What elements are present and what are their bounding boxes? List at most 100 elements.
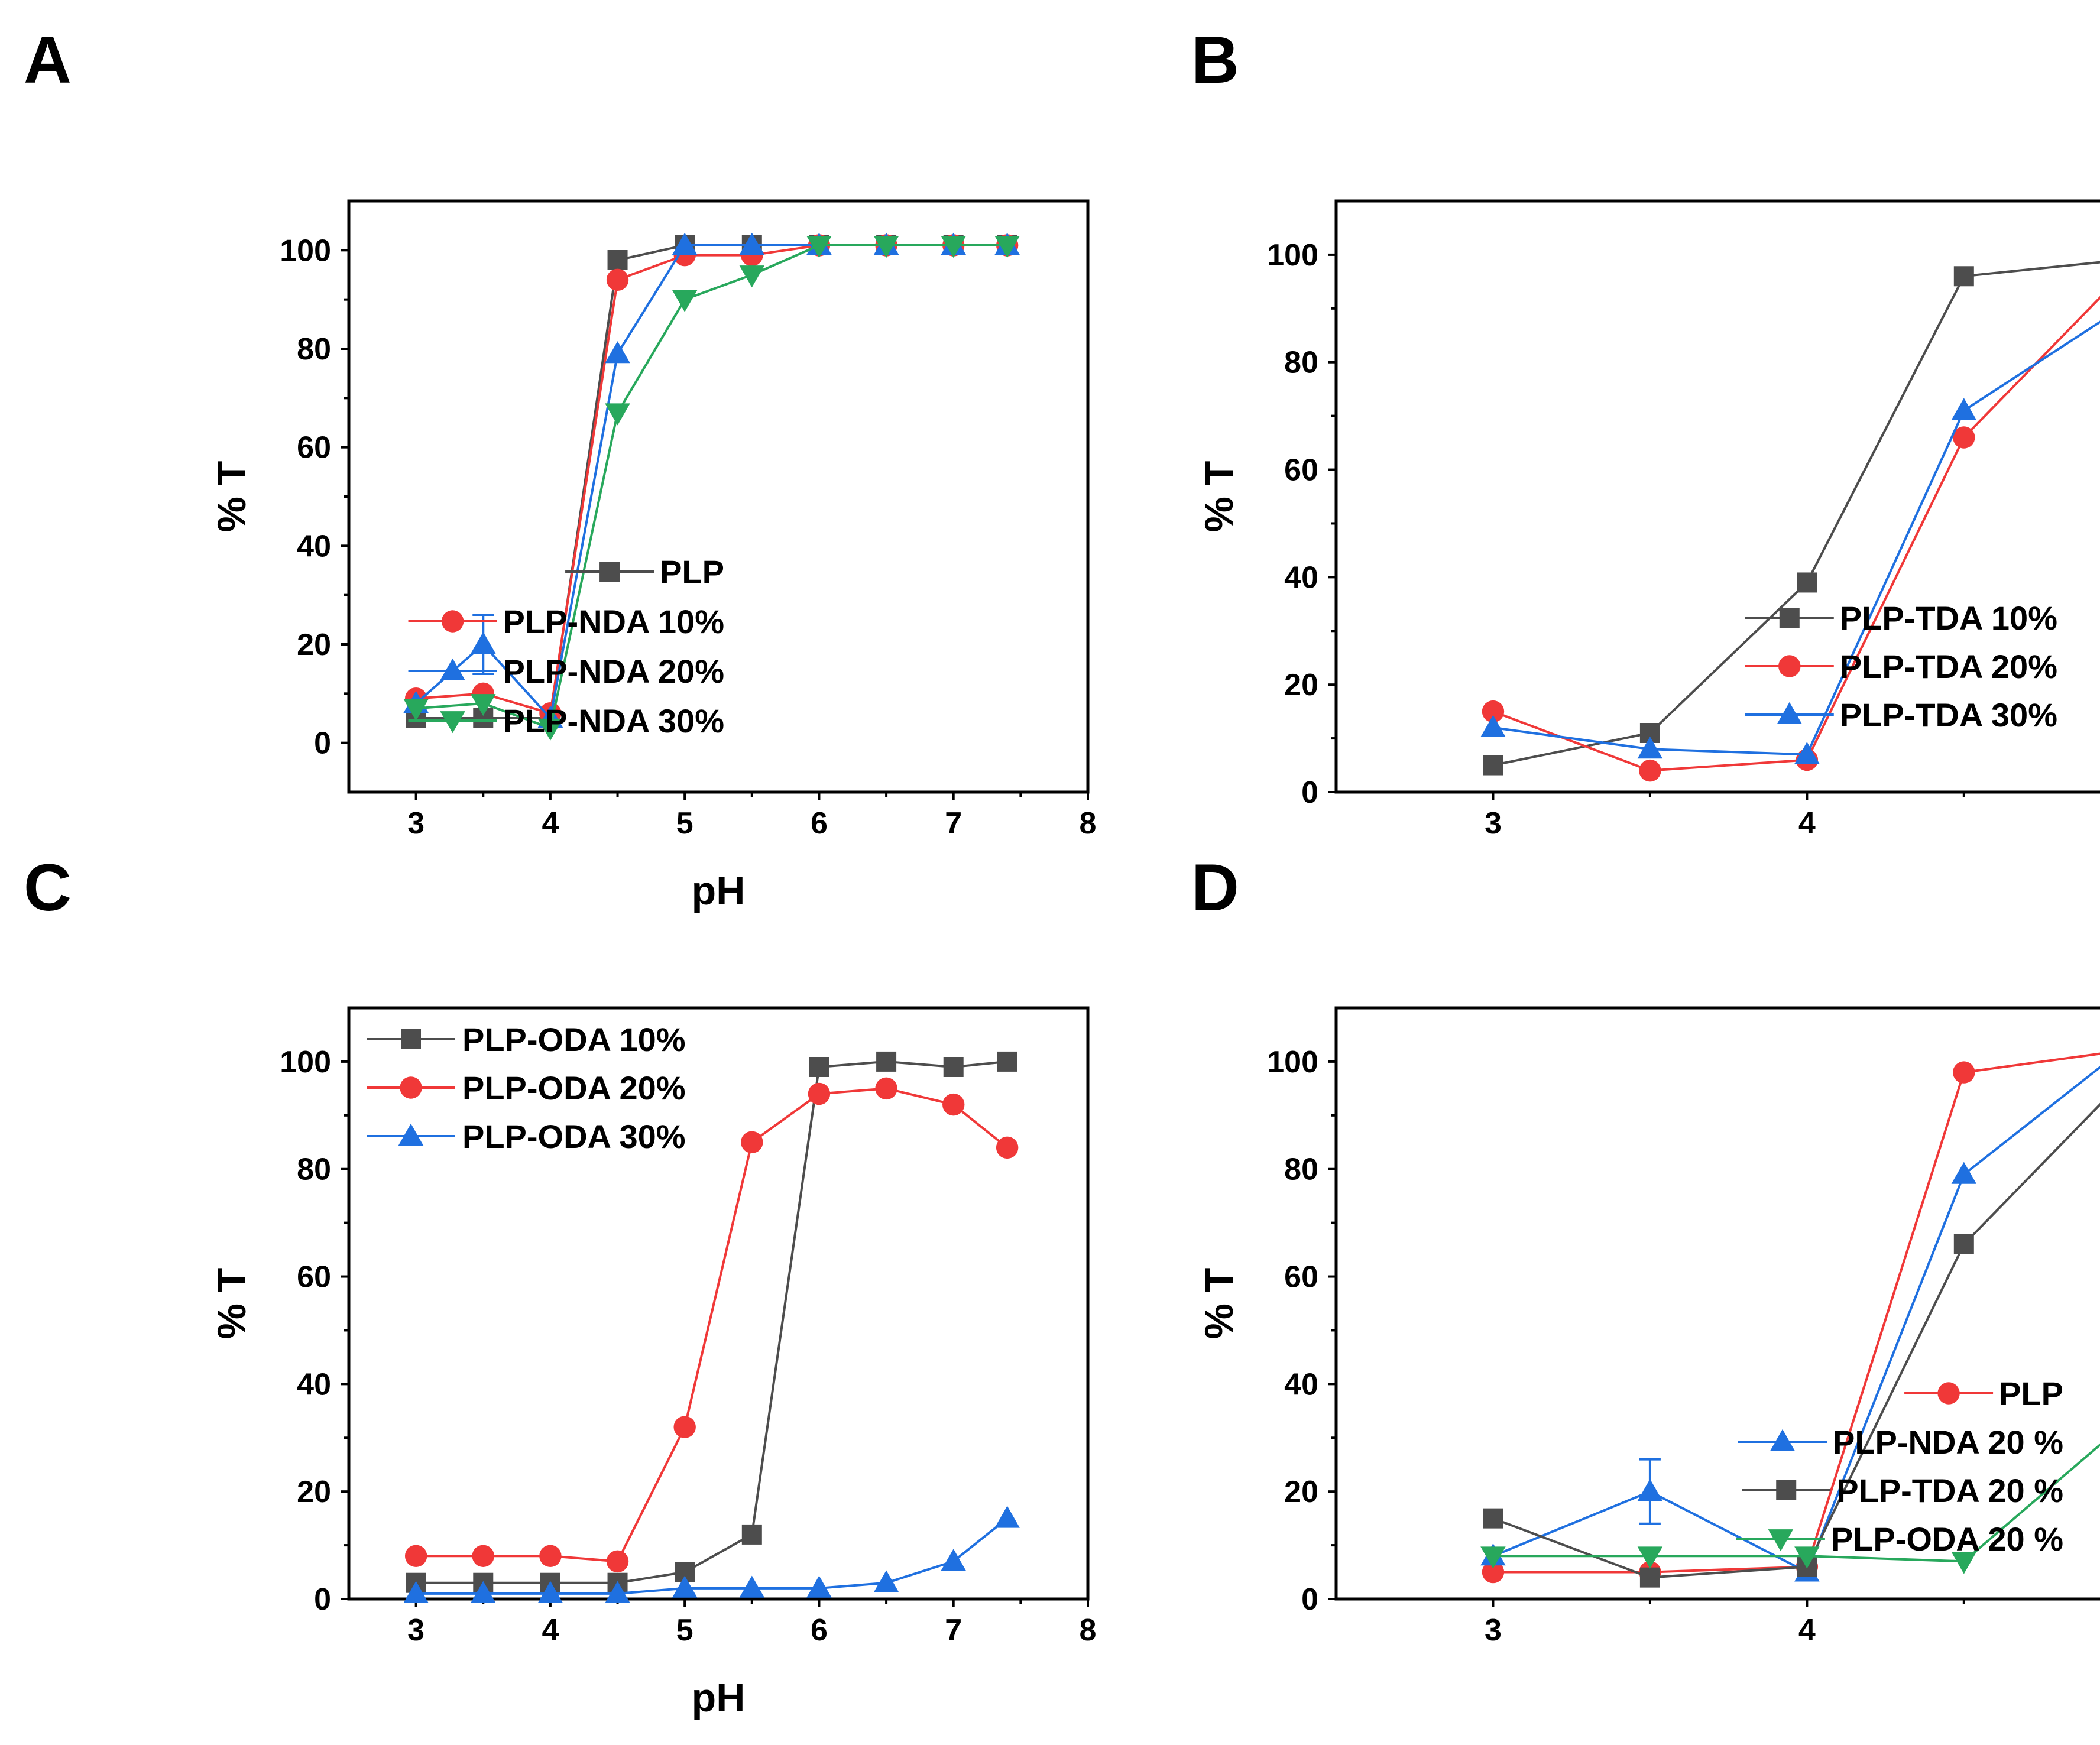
data-point	[471, 631, 496, 654]
legend-marker	[1778, 655, 1801, 677]
data-point	[605, 341, 630, 364]
data-point	[1480, 1546, 1506, 1569]
data-point	[875, 1077, 897, 1100]
panel-letter: D	[1191, 851, 1239, 925]
data-point	[806, 1575, 832, 1598]
data-point	[1951, 1162, 1977, 1184]
data-point	[941, 1549, 966, 1571]
series-line	[1492, 1102, 2100, 1579]
data-point	[997, 1051, 1017, 1072]
data-point	[943, 1057, 964, 1077]
plot-frame	[1334, 199, 2100, 794]
series-line	[416, 1517, 1008, 1595]
legend-marker	[1779, 608, 1800, 628]
data-point	[606, 268, 629, 291]
y-tick-label: 100	[1267, 1045, 1318, 1079]
series-line	[1492, 296, 2100, 772]
plot-frame	[347, 1006, 1090, 1601]
series-line	[1493, 320, 2100, 756]
data-point	[472, 1545, 494, 1567]
legend-marker	[440, 658, 465, 680]
y-tick-label: 80	[297, 332, 331, 366]
data-point	[1953, 266, 1974, 287]
data-point	[673, 1416, 696, 1438]
legend-label: PLP-TDA 20%	[1840, 648, 2057, 685]
panel-letter: C	[24, 851, 72, 925]
data-point	[1794, 742, 1820, 764]
legend-marker	[440, 711, 465, 734]
legend-label: PLP-ODA 30%	[462, 1118, 686, 1155]
data-point	[942, 1093, 965, 1116]
y-axis-title: % T	[209, 1268, 254, 1339]
data-point	[809, 1057, 829, 1077]
y-tick-label: 20	[297, 628, 331, 662]
x-tick-label: 3	[407, 1613, 424, 1647]
x-tick-label: 3	[407, 806, 424, 841]
x-tick-label: 4	[1798, 806, 1816, 841]
x-tick-label: 8	[1080, 806, 1097, 841]
x-tick-label: 4	[1798, 1613, 1816, 1647]
x-tick-label: 5	[676, 1613, 693, 1647]
x-tick-label: 7	[945, 806, 962, 841]
legend-marker	[398, 1123, 424, 1146]
legend-label: PLP-ODA 20%	[462, 1069, 686, 1107]
data-point	[471, 694, 496, 716]
data-point	[1953, 1061, 1975, 1084]
data-point	[1953, 1234, 1974, 1254]
legend: PLP-ODA 10% PLP-ODA 20% PLP-ODA 30%	[367, 1021, 686, 1155]
data-point	[994, 236, 1020, 258]
series-line	[1493, 261, 2100, 767]
legend-marker	[1776, 1480, 1797, 1500]
panel-letter: B	[1191, 23, 1239, 97]
series-line	[1492, 1065, 2100, 1574]
data-point	[876, 1051, 897, 1072]
panel-letter: A	[24, 23, 72, 97]
legend-label: PLP-NDA 10%	[503, 603, 724, 640]
legend-marker	[401, 1029, 421, 1049]
legend: PLP-TDA 10% PLP-TDA 20% PLP-TDA 30%	[1745, 599, 2057, 734]
data-point	[1637, 737, 1663, 759]
data-point	[471, 1581, 496, 1603]
y-tick-label: 20	[297, 1475, 331, 1509]
x-tick-label: 6	[811, 1613, 828, 1647]
data-point	[994, 1506, 1020, 1528]
legend-label: PLP-TDA 30%	[1840, 696, 2057, 734]
data-point	[403, 699, 429, 721]
data-point	[739, 1575, 765, 1598]
legend-label: PLP-TDA 10%	[1840, 599, 2057, 637]
data-point	[996, 1136, 1019, 1159]
data-point	[1639, 1567, 1660, 1588]
legend-marker	[1770, 1429, 1796, 1451]
data-point	[607, 250, 628, 270]
y-tick-label: 40	[1284, 1367, 1318, 1402]
x-tick-label: 6	[811, 806, 828, 841]
legend: PLP PLP-NDA 20 % PLP-TDA 20 % PLP-ODA 20 %	[1736, 1375, 2063, 1558]
data-point	[739, 232, 765, 255]
data-point	[1482, 1561, 1505, 1584]
data-point	[1951, 1552, 1977, 1574]
data-point	[941, 236, 966, 258]
data-point	[739, 265, 765, 288]
x-tick-label: 8	[1080, 1613, 1097, 1647]
series-line	[1493, 1443, 2100, 1563]
x-tick-label: 3	[1485, 806, 1502, 841]
data-point	[1637, 1478, 1663, 1501]
y-tick-label: 100	[1267, 238, 1318, 273]
data-point	[537, 718, 563, 741]
series-line	[416, 244, 1007, 719]
y-tick-label: 100	[280, 1045, 331, 1079]
y-tick-label: 60	[297, 431, 331, 465]
data-point	[606, 1550, 629, 1573]
data-point	[537, 1581, 563, 1603]
x-tick-label: 3	[1485, 1613, 1502, 1647]
y-tick-label: 100	[280, 233, 331, 268]
data-point	[741, 1131, 763, 1153]
data-point	[605, 403, 630, 426]
legend-marker	[1937, 1382, 1960, 1405]
data-point	[672, 290, 698, 312]
legend-label: PLP-NDA 20%	[503, 653, 724, 690]
